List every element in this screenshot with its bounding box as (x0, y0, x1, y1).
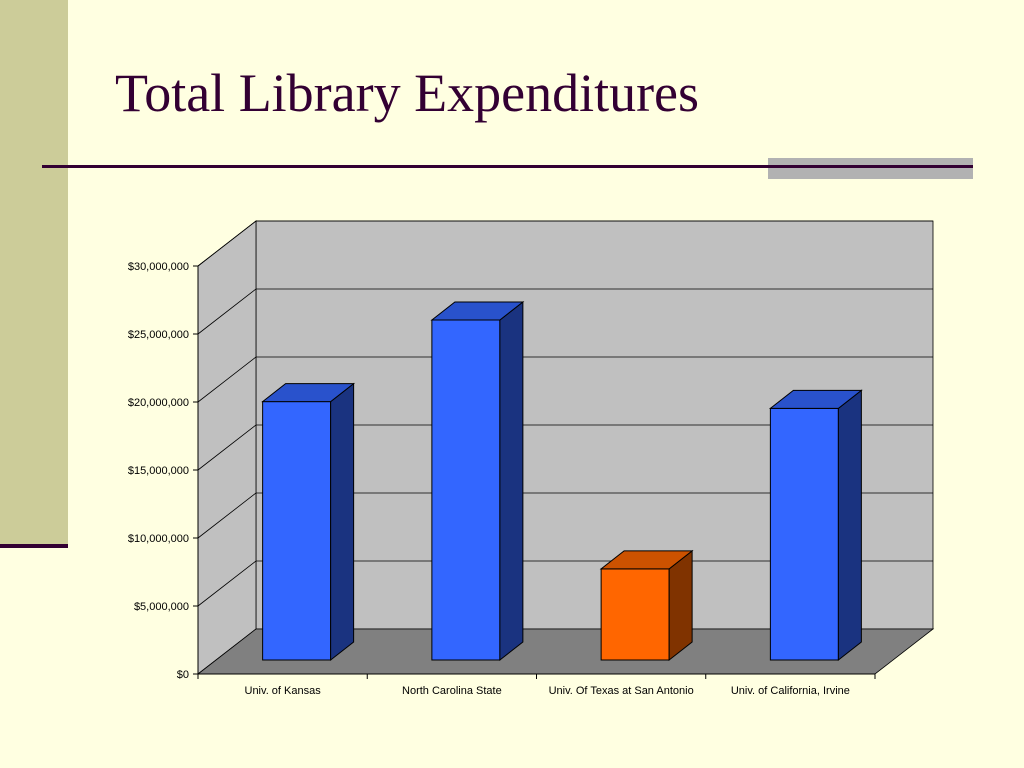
gridline (197, 560, 933, 607)
gridline (197, 424, 933, 471)
bar-top (261, 383, 356, 403)
bar-side (330, 382, 355, 662)
bar-front (600, 568, 670, 661)
y-tick-label: $0 (177, 669, 189, 681)
bar-top (768, 389, 863, 409)
x-tick-label: Univ. Of Texas at San Antonio (549, 685, 694, 697)
bar (768, 389, 863, 662)
y-tick-label: $20,000,000 (128, 397, 189, 409)
bar (261, 382, 356, 662)
y-tick-label: $5,000,000 (134, 601, 189, 613)
y-tick-label: $15,000,000 (128, 465, 189, 477)
slide-title: Total Library Expenditures (115, 63, 700, 123)
bar-front (431, 319, 501, 661)
gridline (197, 288, 933, 335)
y-tick-label: $10,000,000 (128, 533, 189, 545)
y-tick-label: $25,000,000 (128, 329, 189, 341)
bar-front (769, 407, 839, 661)
x-tick-label: Univ. of California, Irvine (731, 685, 850, 697)
title-underline (42, 165, 973, 168)
x-tick-label: North Carolina State (402, 685, 502, 697)
bar-top (599, 550, 694, 570)
bar-side (499, 300, 524, 662)
gridline (197, 356, 933, 403)
gridline (197, 220, 933, 267)
left-accent-band (0, 0, 68, 547)
gridline (197, 492, 933, 539)
title-accent-line (768, 165, 973, 168)
bar (430, 300, 525, 662)
bar-front (262, 401, 332, 661)
bar-side (837, 389, 862, 662)
title-accent-block (768, 158, 973, 179)
bar-side (668, 549, 693, 662)
bar-top (430, 301, 525, 321)
left-band-rule (0, 544, 68, 548)
y-tick-label: $30,000,000 (128, 261, 189, 273)
bar (599, 549, 694, 662)
x-tick-label: Univ. of Kansas (245, 685, 322, 697)
